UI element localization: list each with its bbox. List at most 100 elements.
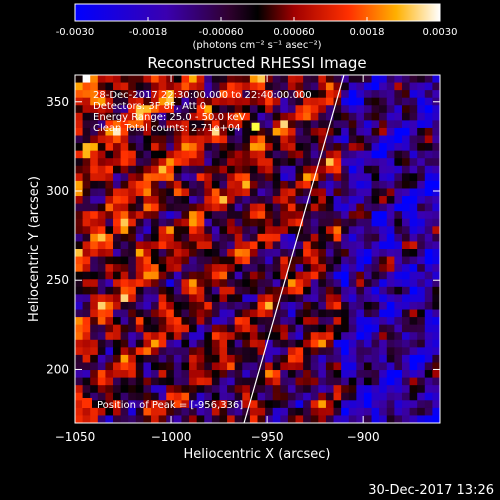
heatmap-cell — [211, 377, 221, 386]
heatmap-cell — [135, 256, 145, 265]
heatmap-cell — [158, 407, 167, 417]
heatmap-cell — [424, 256, 433, 265]
heatmap-cell — [82, 120, 91, 129]
heatmap-cell — [227, 241, 236, 250]
heatmap-cell — [257, 203, 266, 212]
heatmap-cell — [295, 377, 304, 386]
heatmap-cell — [424, 324, 433, 333]
heatmap-cell — [341, 90, 350, 99]
heatmap-cell — [97, 347, 107, 356]
heatmap-cell — [219, 415, 228, 423]
heatmap-cell — [120, 339, 129, 348]
heatmap-cell — [113, 75, 122, 84]
heatmap-cell — [128, 82, 137, 91]
heatmap-cell — [196, 90, 205, 99]
heatmap-cell — [113, 286, 122, 295]
heatmap-cell — [151, 173, 160, 182]
heatmap-cell — [173, 226, 183, 235]
heatmap-cell — [82, 226, 91, 235]
heatmap-cell — [234, 75, 243, 84]
heatmap-cell — [211, 354, 221, 364]
heatmap-cell — [181, 370, 190, 379]
heatmap-cell — [379, 90, 388, 99]
heatmap-cell — [158, 233, 167, 243]
heatmap-cell — [318, 203, 327, 212]
heatmap-cell — [113, 233, 122, 243]
heatmap-cell — [272, 120, 281, 129]
heatmap-cell — [113, 165, 122, 174]
heatmap-cell — [128, 241, 137, 250]
heatmap-cell — [158, 354, 167, 364]
heatmap-cell — [120, 294, 129, 303]
heatmap-cell — [325, 264, 335, 273]
heatmap-cell — [432, 385, 440, 394]
heatmap-cell — [287, 82, 297, 91]
heatmap-cell — [82, 233, 91, 243]
heatmap-cell — [105, 97, 114, 106]
heatmap-cell — [356, 400, 365, 409]
heatmap-cell — [135, 180, 145, 190]
heatmap-cell — [211, 301, 221, 311]
heatmap-cell — [173, 158, 183, 167]
heatmap-cell — [432, 294, 440, 303]
heatmap-cell — [151, 120, 160, 129]
heatmap-cell — [135, 75, 145, 84]
heatmap-cell — [234, 407, 243, 417]
heatmap-cell — [227, 165, 236, 174]
heatmap-cell — [265, 135, 274, 144]
heatmap-cell — [196, 120, 205, 129]
heatmap-cell — [82, 286, 91, 295]
heatmap-cell — [409, 211, 418, 220]
heatmap-cell — [401, 264, 411, 273]
heatmap-cell — [325, 256, 335, 265]
heatmap-cell — [120, 218, 129, 227]
heatmap-cell — [173, 407, 183, 417]
heatmap-cell — [424, 286, 433, 295]
heatmap-cell — [386, 324, 395, 333]
heatmap-cell — [417, 127, 426, 137]
heatmap-cell — [356, 415, 365, 423]
heatmap-cell — [234, 165, 243, 174]
heatmap-cell — [90, 120, 99, 129]
heatmap-cell — [371, 233, 380, 243]
heatmap-cell — [120, 158, 129, 167]
heatmap-cell — [181, 211, 190, 220]
heatmap-cell — [386, 241, 395, 250]
heatmap-cell — [325, 82, 335, 91]
heatmap-cell — [348, 158, 357, 167]
heatmap-cell — [166, 339, 175, 348]
heatmap-cell — [257, 339, 266, 348]
heatmap-cell — [249, 392, 259, 401]
colorbar-tick-label: 0.0030 — [423, 27, 458, 38]
heatmap-cell — [151, 112, 160, 121]
heatmap-cell — [90, 415, 99, 423]
heatmap-cell — [120, 317, 129, 326]
heatmap-cell — [249, 127, 259, 137]
heatmap-cell — [348, 120, 357, 129]
heatmap-cell — [211, 75, 221, 84]
heatmap-cell — [82, 173, 91, 182]
heatmap-cell — [371, 226, 380, 235]
heatmap-cell — [196, 415, 205, 423]
heatmap-cell — [356, 218, 365, 227]
heatmap-cell — [325, 105, 335, 114]
heatmap-cell — [128, 294, 137, 303]
heatmap-cell — [249, 226, 259, 235]
heatmap-cell — [325, 354, 335, 364]
heatmap-cell — [90, 165, 99, 174]
heatmap-cell — [75, 354, 84, 364]
heatmap-cell — [204, 249, 213, 258]
heatmap-cell — [211, 324, 221, 333]
heatmap-cell — [135, 377, 145, 386]
heatmap-cell — [303, 286, 312, 295]
heatmap-cell — [128, 362, 137, 371]
heatmap-cell — [424, 143, 433, 152]
heatmap-cell — [394, 309, 403, 318]
heatmap-cell — [310, 188, 319, 197]
heatmap-cell — [341, 82, 350, 91]
heatmap-cell — [82, 415, 91, 423]
heatmap-cell — [135, 301, 145, 311]
heatmap-cell — [363, 135, 373, 144]
heatmap-cell — [394, 211, 403, 220]
heatmap-cell — [143, 188, 152, 197]
